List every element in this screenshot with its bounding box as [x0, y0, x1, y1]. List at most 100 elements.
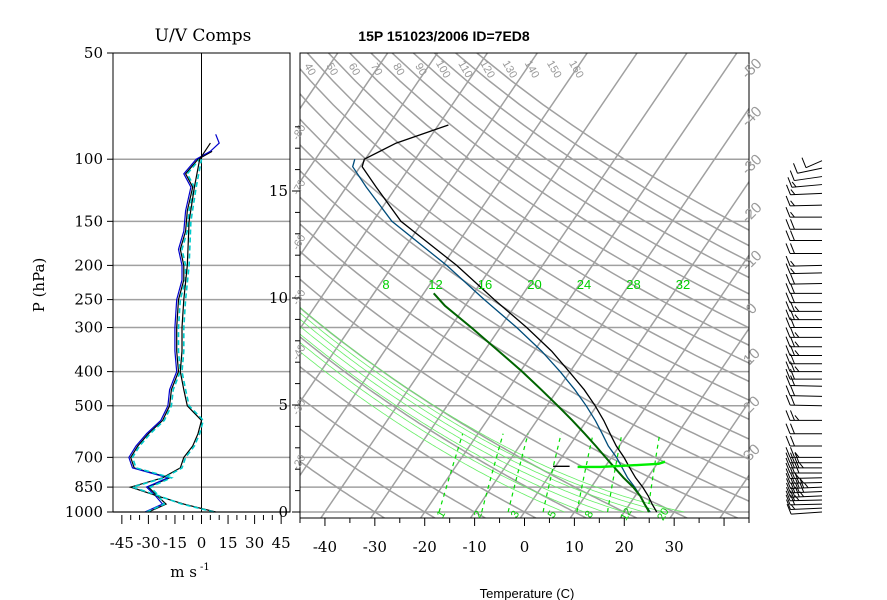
wind-barb-flag: [785, 353, 791, 364]
skewt-moist-adiabat-label: 20: [527, 277, 541, 292]
wind-barb-flag: [794, 341, 800, 348]
wind-barb-flag: [790, 490, 796, 501]
wind-barb: [785, 423, 822, 435]
wind-barb: [785, 255, 823, 267]
skewt-isotherm: [300, 53, 389, 184]
wind-barb: [785, 494, 823, 506]
wind-barb-flag: [790, 410, 795, 421]
uv-x-tick-label: -15: [163, 534, 187, 552]
skewt-isotherm: [569, 253, 749, 518]
wind-barb-flag: [787, 177, 793, 188]
skewt-mixing-ratio-label: 2: [472, 509, 485, 520]
wind-barb-flag: [803, 482, 809, 489]
uv-x-tick-label: -45: [110, 534, 134, 552]
skewt-height-tick-label: 10: [269, 289, 288, 307]
wind-barb: [785, 230, 822, 242]
wind-barb-flag: [790, 283, 795, 294]
skewt-moist-adiabat-label: 24: [577, 277, 591, 292]
wind-barb: [785, 273, 823, 285]
wind-barb-flag: [785, 423, 791, 434]
wind-barb-flag: [791, 181, 797, 188]
wind-barb-flag: [790, 482, 796, 493]
skewt-moist-adiabat: [300, 333, 605, 513]
wind-barb: [786, 482, 823, 494]
skewt-temperature-tick-label: 20: [615, 538, 634, 556]
skewt-dry-adiabat-label: 140: [522, 59, 542, 81]
skewt-dry-adiabat: [391, 53, 749, 295]
skewt-background-lines: [0, 37, 887, 520]
wind-barb-flag: [790, 273, 796, 285]
uv-x-axis-unit: m s: [170, 563, 197, 581]
skewt-isotherm-label: 30: [740, 441, 764, 465]
wind-barb-flag: [786, 478, 791, 489]
uv-y-tick-label: 250: [74, 291, 103, 309]
wind-barb-flag: [794, 473, 800, 479]
wind-barb-flag: [785, 195, 791, 207]
wind-barb-flag: [790, 243, 795, 254]
skewt-moist-adiabat: [300, 318, 645, 513]
wind-barb-flag: [785, 255, 791, 267]
wind-barb-flag: [786, 487, 791, 498]
wind-barb: [785, 336, 822, 348]
wind-barb: [785, 263, 823, 275]
wind-barb: [786, 503, 823, 515]
wind-barb-flag: [785, 207, 791, 218]
wind-barb-flag: [785, 336, 791, 347]
skewt-dry-adiabat: [300, 335, 588, 518]
skewt-temperature-tick-label: 10: [565, 538, 584, 556]
wind-barb-flag: [790, 211, 795, 218]
wind-barb-flag: [786, 482, 791, 494]
skewt-x-axis-label: Temperature (C): [480, 586, 575, 600]
skewt-dry-adiabat: [300, 250, 740, 518]
skewt-dry-adiabat: [370, 53, 749, 312]
wind-barb-flag: [790, 375, 796, 386]
wind-barb-flag: [785, 263, 791, 274]
wind-barb: [785, 317, 822, 329]
wind-barb: [785, 243, 822, 254]
skewt-isotherm-label: 0: [743, 300, 761, 318]
wind-barb: [785, 490, 823, 502]
skewt-dry-adiabat: [349, 53, 749, 329]
skewt-dewpoint-line: [351, 159, 651, 513]
uv-x-tick-label: -30: [136, 534, 160, 552]
skewt-dry-adiabat: [300, 427, 437, 518]
uv-frame: [112, 52, 291, 513]
wind-barb-flag: [785, 219, 791, 230]
skewt-dry-adiabat-label: 40: [301, 61, 318, 78]
wind-barb: [787, 177, 823, 188]
skewt-dry-adiabat: [300, 67, 749, 383]
wind-barb-flag: [794, 314, 800, 320]
uv-trace-line: [128, 134, 220, 513]
wind-barb-flag: [785, 447, 791, 458]
skewt-temperature-axis: -40 -30 -20 -10 0 10 20 30: [299, 518, 750, 556]
skewt-isotherm: [0, 37, 99, 520]
wind-barb-flag: [794, 332, 800, 338]
wind-barb-flag: [786, 499, 791, 510]
skewt-height-tick-label: 0: [278, 503, 288, 521]
wind-barb-flag: [785, 490, 791, 501]
skewt-moist-adiabat-label: 8: [382, 277, 389, 292]
skewt-dry-adiabat: [300, 396, 487, 518]
wind-barb-flag: [790, 268, 795, 274]
skewt-moist-adiabat: [300, 325, 625, 513]
wind-barb-flag: [785, 327, 791, 338]
wind-barb-shaft: [790, 477, 823, 480]
wind-barb-flag: [793, 163, 798, 174]
skewt-moist-adiabat: [300, 351, 565, 513]
wind-barb: [785, 447, 822, 458]
skewt-isotherm: [769, 37, 887, 520]
wind-barb-flag: [790, 292, 795, 303]
wind-barb-flag: [785, 283, 791, 294]
skewt-mixing-ratio-line: [647, 433, 661, 513]
skewt-isotherm-label: 20: [740, 393, 764, 417]
wind-barb-flag: [789, 170, 795, 181]
skewt-dry-adiabat-label: 160: [566, 59, 586, 81]
skewt-isotherm: [300, 53, 339, 110]
skewt-temperature-tick-label: -10: [463, 538, 487, 556]
skewt-height-axis: 0 5 10 15: [269, 126, 300, 521]
skewt-chart-title: 15P 151023/2006 ID=7ED8: [358, 28, 530, 44]
wind-barb-shaft: [790, 495, 823, 498]
wind-barb-flag: [790, 327, 795, 338]
skewt-isotherm: [419, 53, 738, 518]
skewt-dry-adiabat: [300, 118, 749, 421]
